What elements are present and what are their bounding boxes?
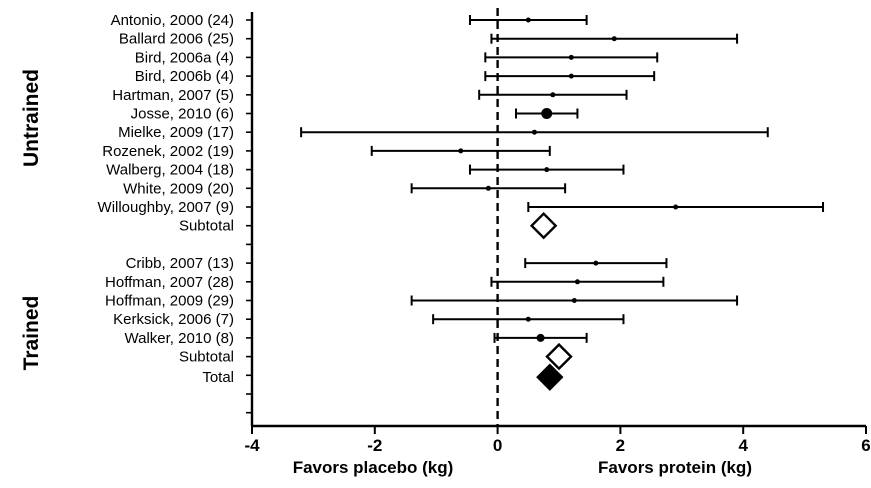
study-label: Antonio, 2000 (24) xyxy=(111,12,234,29)
group-label-trained: Trained xyxy=(20,296,43,371)
study-label: Josse, 2010 (6) xyxy=(131,106,234,123)
subtotal-label: Subtotal xyxy=(179,349,234,366)
x-tick-label: -4 xyxy=(244,436,260,455)
group-label-untrained: Untrained xyxy=(20,69,43,167)
point-estimate xyxy=(568,73,574,79)
x-tick-label: 2 xyxy=(616,436,625,455)
study-label: Cribb, 2007 (13) xyxy=(126,255,234,272)
study-label: Hoffman, 2007 (28) xyxy=(105,274,234,291)
study-label: Rozenek, 2002 (19) xyxy=(102,143,234,160)
study-rows: Antonio, 2000 (24)Ballard 2006 (25)Bird,… xyxy=(98,12,825,386)
point-estimate xyxy=(458,148,464,154)
subtotal-label: Subtotal xyxy=(179,218,234,235)
study-label: Bird, 2006a (4) xyxy=(135,49,234,66)
point-estimate xyxy=(485,185,491,191)
summary-diamonds xyxy=(529,212,573,391)
point-estimate xyxy=(571,298,577,303)
point-estimate xyxy=(550,92,556,98)
x-tick-label: 0 xyxy=(493,436,502,455)
x-tick-label: -2 xyxy=(367,436,382,455)
point-estimate xyxy=(593,260,599,266)
total-diamond xyxy=(536,363,564,391)
point-estimate xyxy=(568,54,574,60)
study-label: Mielke, 2009 (17) xyxy=(118,124,234,141)
point-estimate xyxy=(541,108,553,119)
point-estimate xyxy=(673,204,679,210)
subtotal-diamond xyxy=(545,342,573,371)
study-label: Ballard 2006 (25) xyxy=(119,31,234,48)
study-label: White, 2009 (20) xyxy=(123,180,234,197)
point-estimate xyxy=(574,279,580,285)
study-label: Hoffman, 2009 (29) xyxy=(105,293,234,310)
total-label: Total xyxy=(202,369,234,386)
point-estimate xyxy=(611,36,617,42)
study-label: Willoughby, 2007 (9) xyxy=(98,199,234,216)
x-tick-label: 4 xyxy=(738,436,748,455)
axes: -4 -2 0 2 4 6 xyxy=(244,8,871,455)
point-estimate xyxy=(531,129,537,135)
point-estimate xyxy=(544,167,550,173)
x-axis-label-left: Favors placebo (kg) xyxy=(293,458,454,477)
study-label: Walker, 2010 (8) xyxy=(125,330,235,347)
x-axis-label-right: Favors protein (kg) xyxy=(598,458,752,477)
point-estimate xyxy=(536,333,545,342)
x-tick-label: 6 xyxy=(861,436,870,455)
study-label: Kerksick, 2006 (7) xyxy=(113,311,234,328)
point-estimate xyxy=(525,316,531,322)
study-label: Bird, 2006b (4) xyxy=(135,68,234,85)
study-label: Hartman, 2007 (5) xyxy=(112,87,234,104)
study-label: Walberg, 2004 (18) xyxy=(106,162,234,179)
point-estimate xyxy=(525,17,531,23)
subtotal-diamond xyxy=(529,212,558,240)
